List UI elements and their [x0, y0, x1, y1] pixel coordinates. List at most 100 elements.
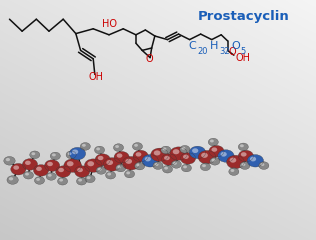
Circle shape — [95, 154, 110, 165]
Circle shape — [260, 163, 264, 166]
Circle shape — [80, 143, 90, 150]
Circle shape — [151, 148, 168, 162]
Circle shape — [259, 162, 269, 169]
Circle shape — [189, 146, 206, 159]
Circle shape — [52, 153, 56, 156]
Circle shape — [50, 152, 60, 160]
Circle shape — [210, 157, 220, 165]
Circle shape — [98, 168, 102, 171]
Circle shape — [36, 167, 42, 171]
Circle shape — [4, 156, 15, 165]
Circle shape — [183, 165, 187, 168]
Circle shape — [132, 143, 143, 150]
Circle shape — [164, 167, 168, 170]
Circle shape — [211, 159, 216, 162]
Circle shape — [69, 147, 86, 160]
Circle shape — [153, 162, 163, 169]
Circle shape — [87, 176, 91, 179]
Circle shape — [13, 165, 19, 170]
Circle shape — [208, 138, 218, 146]
Circle shape — [229, 168, 239, 175]
Circle shape — [122, 156, 140, 170]
Circle shape — [164, 156, 170, 160]
Text: 20: 20 — [198, 47, 208, 56]
Circle shape — [154, 150, 161, 156]
Circle shape — [58, 177, 68, 185]
Circle shape — [98, 156, 103, 160]
Circle shape — [161, 146, 171, 154]
Circle shape — [75, 166, 90, 177]
Text: H: H — [210, 41, 218, 51]
Circle shape — [6, 158, 10, 161]
Text: HO: HO — [101, 19, 117, 29]
Text: 5: 5 — [240, 47, 246, 56]
Circle shape — [230, 169, 234, 172]
Circle shape — [94, 146, 105, 154]
Circle shape — [192, 148, 198, 153]
Text: OH: OH — [88, 72, 103, 82]
Text: Prostacyclin: Prostacyclin — [198, 10, 289, 23]
Circle shape — [183, 155, 189, 159]
Circle shape — [180, 145, 190, 153]
Circle shape — [125, 159, 132, 164]
Circle shape — [250, 157, 256, 162]
Circle shape — [221, 152, 227, 157]
Circle shape — [7, 176, 18, 184]
Circle shape — [113, 144, 124, 151]
Circle shape — [106, 160, 113, 165]
Circle shape — [107, 173, 111, 176]
Circle shape — [117, 153, 122, 158]
Circle shape — [25, 161, 31, 165]
Text: 32: 32 — [219, 47, 230, 56]
Circle shape — [36, 178, 40, 181]
Circle shape — [106, 171, 116, 179]
Circle shape — [31, 152, 35, 155]
Circle shape — [72, 150, 78, 154]
Circle shape — [209, 145, 224, 157]
Circle shape — [45, 160, 60, 171]
Circle shape — [48, 174, 52, 177]
Circle shape — [181, 147, 185, 150]
Circle shape — [241, 163, 246, 166]
Circle shape — [162, 165, 173, 173]
Circle shape — [155, 163, 159, 166]
Circle shape — [46, 173, 56, 180]
Circle shape — [240, 144, 244, 147]
Circle shape — [30, 151, 40, 159]
Circle shape — [145, 157, 151, 162]
Circle shape — [88, 161, 94, 166]
Circle shape — [114, 151, 129, 163]
Circle shape — [78, 179, 82, 182]
Circle shape — [84, 159, 102, 172]
Circle shape — [117, 165, 121, 168]
Circle shape — [56, 166, 71, 177]
Circle shape — [238, 143, 248, 151]
Circle shape — [240, 162, 250, 169]
Circle shape — [134, 144, 138, 147]
Circle shape — [200, 163, 210, 171]
Circle shape — [67, 161, 74, 166]
Circle shape — [201, 153, 208, 158]
Text: C: C — [188, 41, 196, 51]
Circle shape — [170, 147, 187, 160]
Circle shape — [58, 168, 64, 172]
Text: OH: OH — [235, 53, 250, 63]
Circle shape — [161, 154, 177, 165]
Circle shape — [135, 162, 145, 170]
Text: O: O — [231, 41, 240, 51]
Circle shape — [96, 167, 106, 174]
Circle shape — [9, 177, 13, 180]
Circle shape — [173, 162, 177, 165]
Circle shape — [162, 147, 167, 150]
Circle shape — [230, 158, 236, 163]
Circle shape — [180, 153, 196, 164]
Circle shape — [96, 147, 100, 150]
Circle shape — [47, 162, 53, 166]
Circle shape — [171, 161, 181, 168]
Circle shape — [241, 152, 246, 156]
Circle shape — [22, 159, 38, 170]
Circle shape — [227, 155, 244, 169]
Text: O: O — [228, 47, 236, 57]
Circle shape — [33, 165, 49, 176]
Circle shape — [116, 164, 126, 172]
